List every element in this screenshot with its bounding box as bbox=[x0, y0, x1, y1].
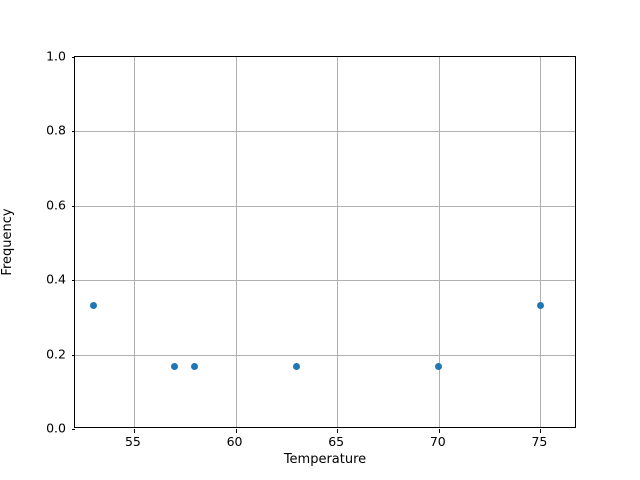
gridline-vertical bbox=[337, 57, 339, 427]
y-axis-tick-labels: 0.0 0.2 0.4 0.6 0.8 1.0 bbox=[0, 49, 74, 436]
x-axis-tick-labels: 55 60 65 70 75 bbox=[74, 428, 576, 452]
y-tick-label: 0.2 bbox=[46, 346, 66, 362]
x-tick-label: 60 bbox=[226, 434, 243, 449]
gridline-horizontal bbox=[75, 280, 575, 282]
gridline-horizontal bbox=[75, 205, 575, 207]
x-tick-label: 65 bbox=[328, 434, 345, 449]
data-point bbox=[536, 301, 544, 309]
gridline-vertical bbox=[133, 57, 135, 427]
data-point bbox=[89, 301, 97, 309]
gridline-horizontal bbox=[75, 131, 575, 133]
data-point bbox=[293, 363, 301, 371]
y-tick-label: 0.4 bbox=[46, 271, 66, 287]
y-tick-label: 1.0 bbox=[46, 48, 66, 64]
gridline-vertical bbox=[540, 57, 542, 427]
x-tick-label: 55 bbox=[124, 434, 141, 449]
x-tick-label: 70 bbox=[429, 434, 446, 449]
plot-area bbox=[71, 56, 576, 433]
y-axis-label: Frequency bbox=[0, 208, 15, 276]
x-axis-ticks bbox=[75, 57, 575, 433]
gridline-vertical bbox=[438, 57, 440, 427]
gridline-vertical bbox=[235, 57, 237, 427]
gridline-horizontal bbox=[75, 354, 575, 356]
y-tick-label: 0.0 bbox=[46, 420, 66, 436]
y-tick-label: 0.8 bbox=[46, 122, 66, 138]
y-tick-label: 0.6 bbox=[46, 197, 66, 213]
data-point bbox=[435, 363, 443, 371]
x-tick-label: 75 bbox=[531, 434, 548, 449]
y-axis-ticks bbox=[71, 57, 575, 430]
data-point bbox=[191, 363, 199, 371]
data-point bbox=[171, 363, 179, 371]
x-axis-label: Temperature bbox=[283, 452, 367, 467]
